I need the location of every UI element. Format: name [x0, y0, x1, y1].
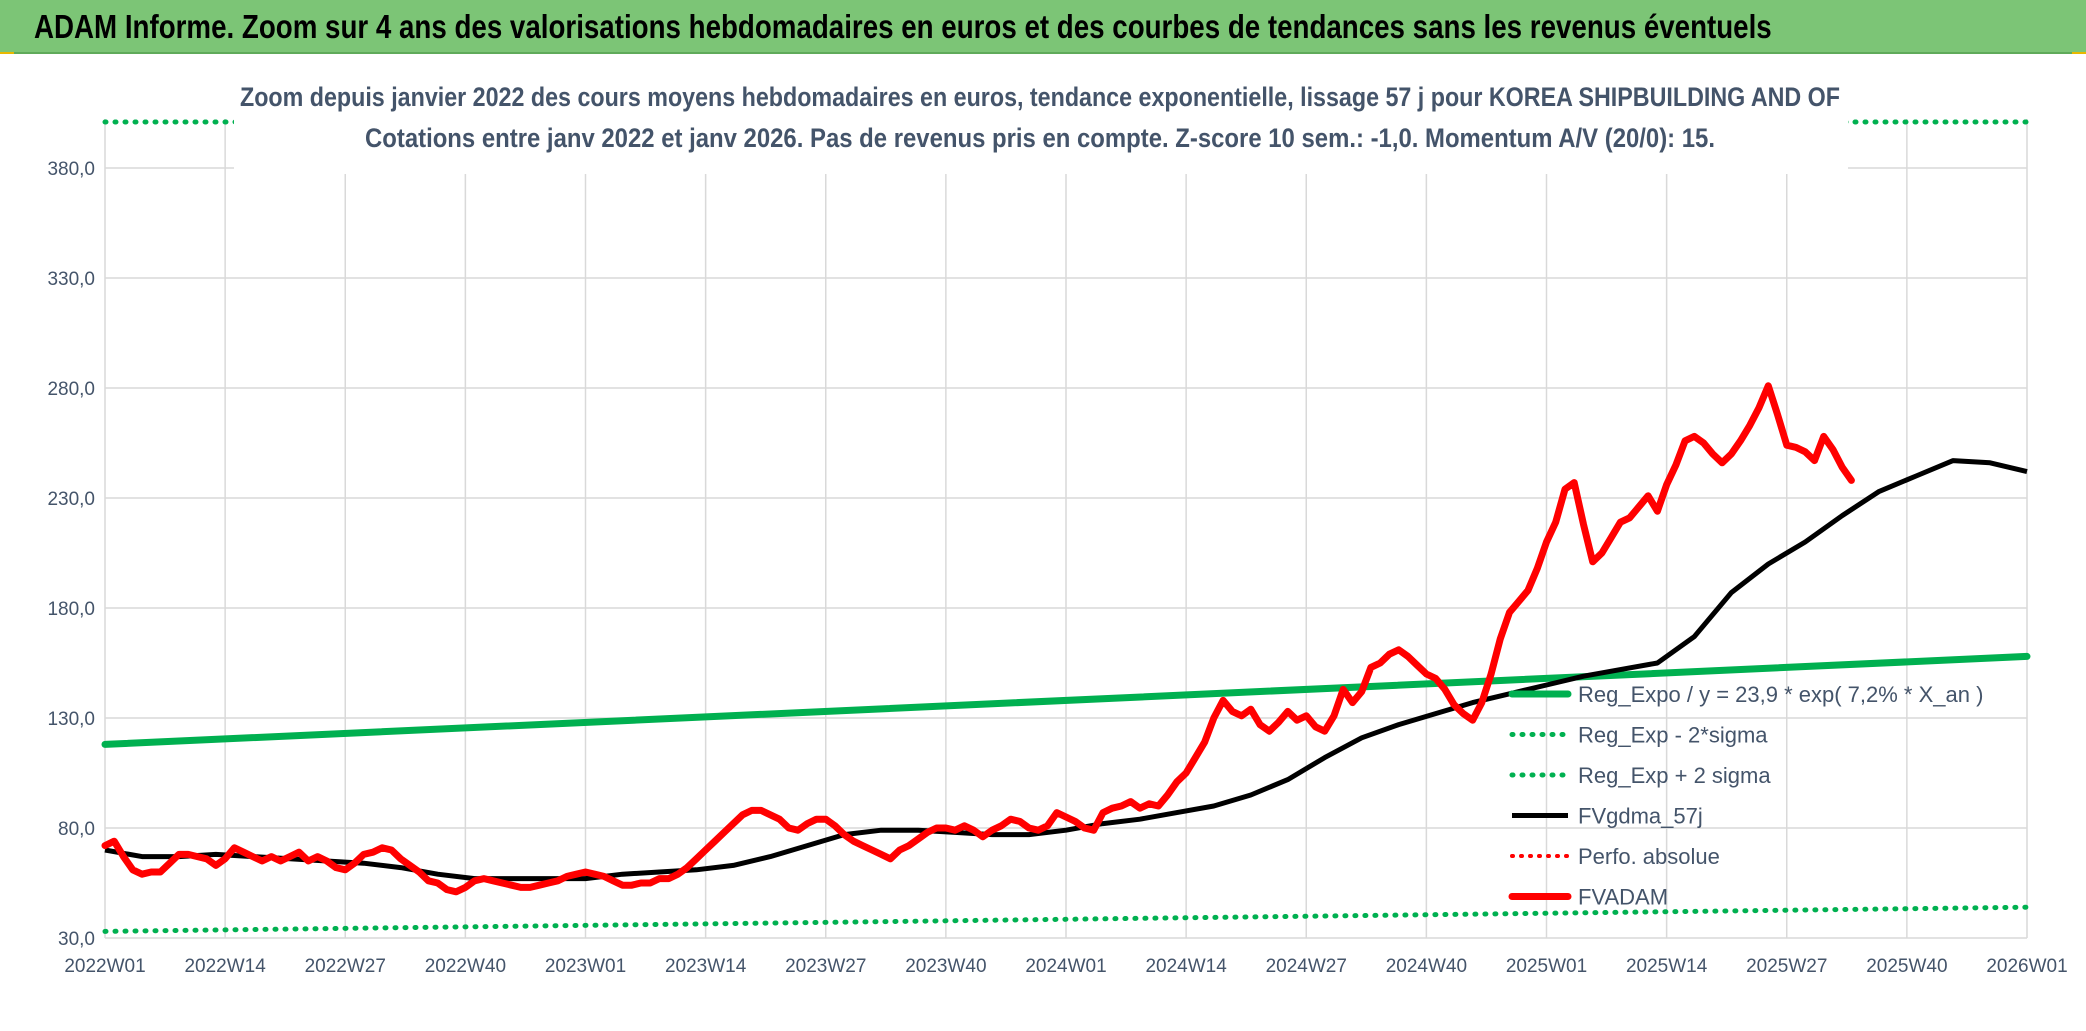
y-tick-label: 80,0	[58, 819, 95, 840]
x-tick-label: 2023W27	[785, 956, 866, 977]
x-tick-label: 2025W40	[1866, 956, 1947, 977]
y-tick-label: 30,0	[58, 929, 95, 950]
trend-chart: 30,0 80,0 130,0 180,0 230,0 280,0 330,0 380,0 2…	[0, 54, 2086, 1029]
series-line-3	[104, 458, 2028, 882]
x-tick-label: 2025W14	[1626, 956, 1708, 977]
y-tick-label: 230,0	[47, 489, 95, 510]
x-axis: 2022W01 2022W14 2022W27 2022W40 2023W01 2023W…	[64, 956, 2067, 977]
chart-title: Zoom depuis janvier 2022 des cours moyen…	[240, 82, 1840, 112]
series-line-5	[101, 382, 1855, 896]
x-tick-label: 2026W01	[1986, 956, 2067, 977]
chart-titles: Zoom depuis janvier 2022 des cours moyen…	[234, 74, 1848, 174]
report-title: ADAM Informe. Zoom sur 4 ans des valoris…	[34, 8, 1772, 45]
legend: Reg_Expo / y = 23,9 * exp( 7,2% * X_an )…	[1508, 682, 1983, 910]
y-tick-label: 280,0	[47, 379, 95, 400]
title-backdrop	[234, 74, 1848, 174]
gridlines	[104, 119, 2028, 939]
y-tick-label: 180,0	[47, 599, 95, 620]
legend-label: Reg_Exp - 2*sigma	[1578, 723, 1768, 748]
report-banner: ADAM Informe. Zoom sur 4 ans des valoris…	[0, 0, 2086, 54]
x-tick-label: 2022W01	[64, 956, 145, 977]
x-tick-label: 2022W27	[305, 956, 386, 977]
x-tick-label: 2025W01	[1506, 956, 1587, 977]
chart-area	[0, 54, 2086, 1029]
x-tick-label: 2022W40	[425, 956, 506, 977]
y-tick-label: 380,0	[47, 159, 95, 180]
legend-label: Reg_Expo / y = 23,9 * exp( 7,2% * X_an )	[1578, 682, 1983, 707]
legend-label: Reg_Exp + 2 sigma	[1578, 763, 1771, 788]
y-tick-label: 130,0	[47, 709, 95, 730]
x-tick-label: 2023W40	[905, 956, 986, 977]
x-tick-label: 2025W27	[1746, 956, 1827, 977]
legend-label: FVgdma_57j	[1578, 804, 1703, 829]
chart-subtitle: Cotations entre janv 2022 et janv 2026. …	[365, 123, 1715, 153]
y-tick-label: 330,0	[47, 269, 95, 290]
y-axis: 30,0 80,0 130,0 180,0 230,0 280,0 330,0 380,0	[47, 159, 95, 950]
legend-label: FVADAM	[1578, 885, 1668, 910]
x-tick-label: 2022W14	[184, 956, 266, 977]
x-tick-label: 2023W14	[665, 956, 747, 977]
x-tick-label: 2024W40	[1386, 956, 1467, 977]
legend-label: Perfo. absolue	[1578, 844, 1720, 869]
x-tick-label: 2024W27	[1266, 956, 1347, 977]
x-tick-label: 2024W01	[1025, 956, 1106, 977]
series-line-1	[102, 904, 2030, 934]
x-tick-label: 2024W14	[1145, 956, 1227, 977]
series-line-0	[101, 652, 2031, 748]
x-tick-label: 2023W01	[545, 956, 626, 977]
